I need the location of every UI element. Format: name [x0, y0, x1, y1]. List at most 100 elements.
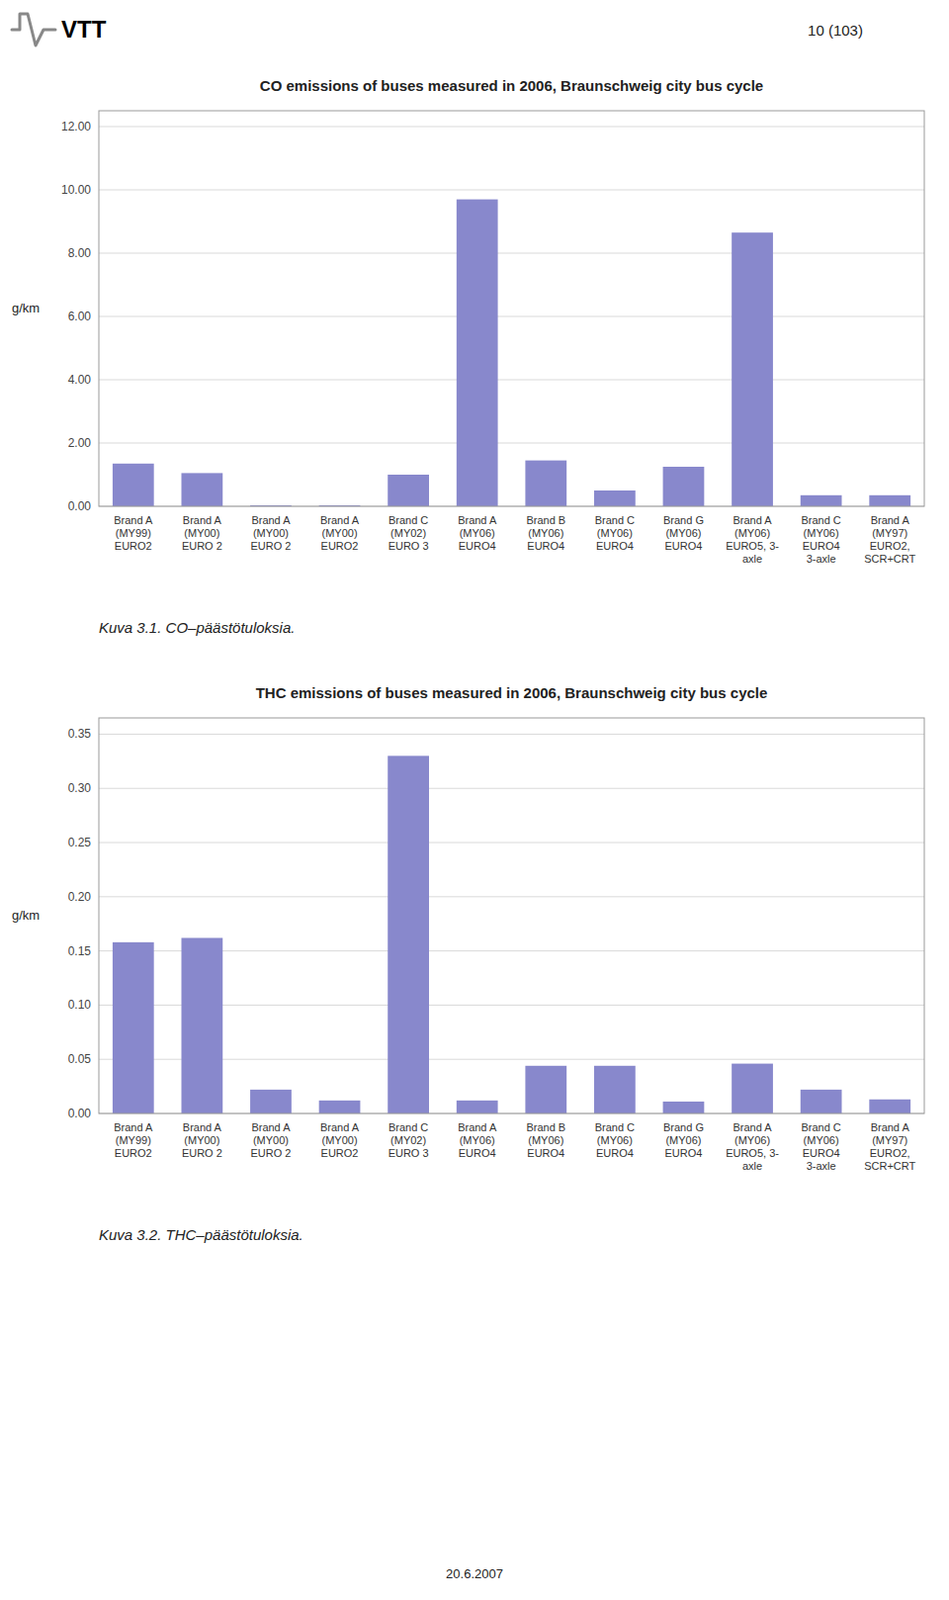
x-tick-label: Brand A(MY00)EURO 2: [181, 1121, 223, 1159]
x-tick-line: Brand A: [320, 514, 360, 526]
bar: [456, 1100, 499, 1114]
x-tick-line: Brand A: [251, 514, 291, 526]
x-tick-line: Brand B: [525, 514, 566, 526]
x-tick-line: 3-axle: [806, 552, 837, 565]
chart: THC emissions of buses measured in 2006,…: [11, 684, 925, 1243]
x-tick-line: Brand A: [113, 1121, 154, 1133]
x-tick-line: (MY00): [253, 1133, 289, 1146]
x-tick-line: (MY06): [734, 1133, 771, 1146]
x-tick-label: Brand C(MY02)EURO 3: [388, 1121, 430, 1159]
y-tick-label: 0.30: [68, 780, 92, 795]
bar: [181, 472, 224, 507]
x-tick-label: Brand G(MY06)EURO4: [663, 514, 704, 552]
plot-frame: [98, 110, 925, 507]
bars: [112, 199, 911, 507]
x-tick-label: Brand C(MY06)EURO4: [595, 514, 635, 552]
y-tick-label: 10.00: [61, 182, 91, 197]
y-tick-label: 6.00: [68, 309, 92, 324]
bar: [112, 463, 155, 507]
x-tick-line: 3-axle: [806, 1159, 837, 1172]
x-tick-label: Brand A(MY97)EURO2,SCR+CRT: [863, 1121, 916, 1172]
bar: [112, 942, 155, 1114]
x-tick-label: Brand A(MY00)EURO2: [320, 1121, 360, 1159]
x-tick-line: SCR+CRT: [863, 1159, 916, 1172]
x-tick-label: Brand A(MY06)EURO4: [457, 1121, 498, 1159]
x-tick-line: EURO4: [526, 539, 565, 552]
x-tick-line: axle: [742, 552, 763, 565]
x-tick-line: EURO5, 3-: [725, 539, 779, 552]
bar: [250, 1089, 292, 1114]
caption: Kuva 3.1. CO–päästötuloksia.: [98, 618, 295, 636]
x-tick-line: EURO4: [526, 1146, 565, 1159]
x-tick-line: Brand A: [113, 514, 154, 526]
x-tick-label: Brand A(MY00)EURO 2: [250, 514, 291, 552]
x-tick-line: Brand A: [732, 514, 773, 526]
x-tick-label: Brand A(MY00)EURO2: [320, 514, 360, 552]
y-tick-label: 4.00: [68, 372, 92, 387]
x-tick-line: EURO2: [321, 1146, 359, 1159]
chart-title: THC emissions of buses measured in 2006,…: [256, 684, 769, 701]
grid-line: [98, 442, 925, 444]
y-tick-label: 0.20: [68, 889, 92, 904]
y-tick-label: 0.05: [68, 1051, 92, 1066]
x-tick-line: EURO4: [802, 539, 841, 552]
x-tick-label: Brand C(MY02)EURO 3: [388, 514, 430, 552]
x-tick-line: Brand C: [595, 514, 635, 526]
x-tick-line: (MY06): [734, 526, 771, 539]
x-tick-label: Brand A(MY99)EURO2: [113, 514, 154, 552]
bar: [731, 1063, 774, 1114]
background: [0, 0, 949, 1600]
bar: [594, 490, 636, 507]
bars: [112, 755, 911, 1114]
x-tick-line: (MY99): [115, 526, 152, 539]
x-tick-line: axle: [742, 1159, 763, 1172]
x-tick-label: Brand A(MY06)EURO4: [457, 514, 498, 552]
bar: [387, 474, 430, 507]
grid-line: [98, 842, 925, 844]
bar: [731, 232, 774, 507]
x-tick-line: Brand C: [388, 1121, 429, 1133]
x-tick-line: EURO4: [665, 1146, 703, 1159]
x-tick-line: (MY06): [527, 1133, 564, 1146]
y-tick-label: 0.00: [68, 1106, 92, 1121]
grid-line: [98, 895, 925, 897]
x-tick-line: (MY06): [665, 1133, 701, 1146]
x-tick-line: Brand A: [320, 1121, 360, 1133]
x-tick-label: Brand A(MY97)EURO2,SCR+CRT: [863, 514, 916, 565]
grid-line: [98, 733, 925, 735]
x-tick-line: (MY06): [527, 526, 564, 539]
x-tick-line: (MY97): [871, 526, 908, 539]
grid-line: [98, 189, 925, 191]
footer: 20.6.2007: [445, 1565, 504, 1581]
page-number: 10 (103): [807, 21, 863, 39]
bar: [868, 495, 911, 507]
x-tick-line: Brand A: [182, 514, 223, 526]
x-tick-line: Brand A: [457, 1121, 498, 1133]
x-tick-line: Brand A: [182, 1121, 223, 1133]
x-tick-label: Brand A(MY00)EURO 2: [250, 1121, 291, 1159]
bar: [181, 937, 224, 1114]
grid-line: [98, 787, 925, 789]
x-tick-line: (MY00): [322, 1133, 358, 1146]
bar: [663, 1101, 705, 1114]
plot-frame: [98, 717, 925, 1114]
logo: VTT: [11, 13, 107, 46]
x-tick-line: (MY00): [183, 1133, 220, 1146]
y-tick-label: 0.35: [68, 726, 92, 741]
x-tick-line: EURO2,: [869, 539, 911, 552]
bar: [594, 1065, 636, 1114]
grid-line: [98, 253, 925, 255]
chart: CO emissions of buses measured in 2006, …: [11, 77, 925, 636]
x-tick-label: Brand C(MY06)EURO43-axle: [800, 1121, 841, 1172]
page: VTT 10 (103) CO emissions of buses measure…: [0, 0, 949, 1600]
x-tick-label: Brand B(MY06)EURO4: [525, 514, 566, 552]
x-tick-line: EURO4: [458, 1146, 497, 1159]
x-tick-line: Brand G: [663, 514, 704, 526]
y-axis-label: g/km: [11, 907, 40, 923]
grid-line: [98, 126, 925, 128]
x-tick-line: (MY99): [115, 1133, 152, 1146]
x-tick-label: Brand C(MY06)EURO43-axle: [800, 514, 841, 565]
y-axis-label: g/km: [11, 300, 40, 316]
y-tick-label: 0.25: [68, 835, 92, 850]
x-tick-line: (MY00): [322, 526, 358, 539]
